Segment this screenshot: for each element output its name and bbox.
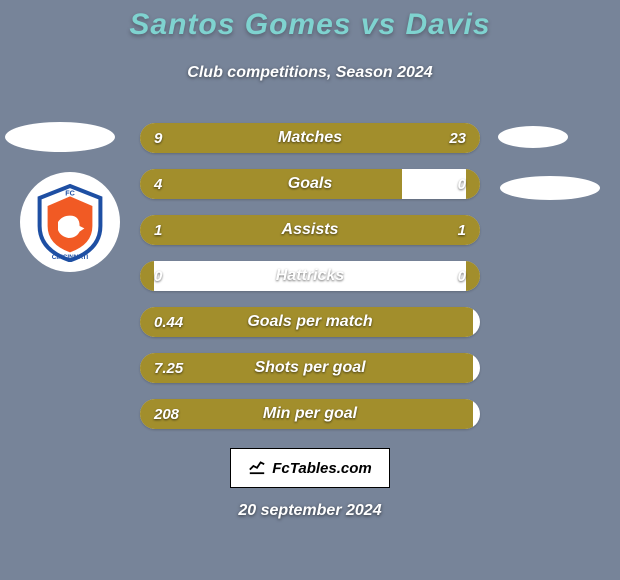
svg-text:FC: FC — [65, 189, 75, 198]
stat-row: Assists1 1 — [140, 215, 480, 245]
stat-row: Goals per match0.44 — [140, 307, 480, 337]
stat-label: Matches — [140, 123, 480, 153]
branding-text: FcTables.com — [272, 460, 371, 477]
footer-text: 20 september 2024 — [238, 502, 381, 519]
stat-value-right: 0 — [458, 261, 466, 291]
footer-date: 20 september 2024 — [0, 502, 620, 520]
stat-rows: Matches923Goals40Assists11Hattricks00Goa… — [140, 123, 480, 429]
stat-label: Hattricks — [140, 261, 480, 291]
chart-container: Santos Gomes vs Davis Club competitions,… — [0, 0, 620, 580]
title-text: Santos Gomes vs Davis — [129, 8, 490, 41]
badge-svg: FC CINCINNATI — [30, 182, 110, 262]
stat-label: Goals per match — [140, 307, 480, 337]
subtitle: Club competitions, Season 2024 — [0, 64, 620, 82]
stat-row: Hattricks0 0 — [140, 261, 480, 291]
stat-row: Goals4 0 — [140, 169, 480, 199]
stat-value-left: 0 — [154, 261, 162, 291]
team-oval-left — [5, 122, 115, 152]
stat-value-right: 1 — [458, 215, 466, 245]
team-oval-right-2 — [500, 176, 600, 200]
stat-value-left: 1 — [154, 215, 162, 245]
branding-box: FcTables.com — [230, 448, 390, 488]
stat-value-left: 9 — [154, 123, 162, 153]
stat-row: Min per goal208 — [140, 399, 480, 429]
team-oval-right-1 — [498, 126, 568, 148]
subtitle-text: Club competitions, Season 2024 — [187, 64, 432, 81]
stat-value-right: 23 — [449, 123, 466, 153]
stat-value-left: 0.44 — [154, 307, 183, 337]
club-badge: FC CINCINNATI — [20, 172, 120, 272]
stat-value-left: 7.25 — [154, 353, 183, 383]
stat-value-left: 4 — [154, 169, 162, 199]
stat-row: Matches9 23 — [140, 123, 480, 153]
stat-value-right: 0 — [458, 169, 466, 199]
stat-label: Assists — [140, 215, 480, 245]
stat-value-left: 208 — [154, 399, 179, 429]
stat-label: Goals — [140, 169, 480, 199]
stat-label: Min per goal — [140, 399, 480, 429]
stat-label: Shots per goal — [140, 353, 480, 383]
page-title: Santos Gomes vs Davis — [0, 8, 620, 42]
chart-icon — [248, 457, 266, 479]
stat-row: Shots per goal7.25 — [140, 353, 480, 383]
svg-text:CINCINNATI: CINCINNATI — [52, 254, 89, 261]
